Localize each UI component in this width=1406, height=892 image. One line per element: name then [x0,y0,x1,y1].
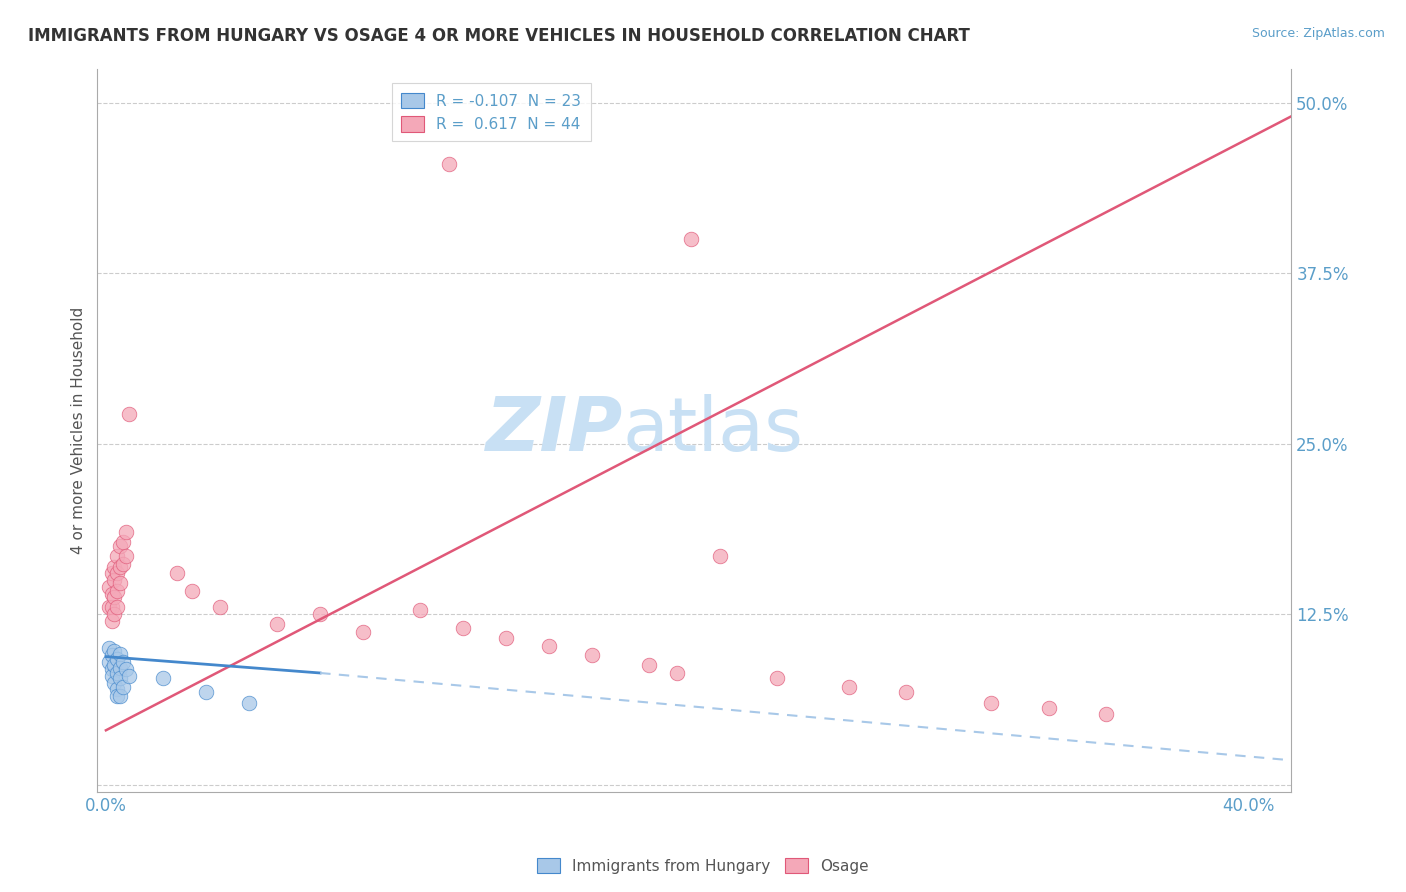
Point [103,590,125,604]
Point [105,549,128,563]
Point [681,232,703,246]
Point [105,665,128,680]
Point [108,576,131,591]
Point [100,614,122,628]
Point [105,600,128,615]
Point [97,655,120,669]
Point [108,672,131,686]
Point [115,549,138,563]
Text: Source: ZipAtlas.com: Source: ZipAtlas.com [1251,27,1385,40]
Point [108,689,131,703]
Point [100,669,122,683]
Point [112,557,135,571]
Point [581,648,603,663]
Legend: Immigrants from Hungary, Osage: Immigrants from Hungary, Osage [530,852,876,880]
Point [103,573,125,587]
Point [103,644,125,658]
Point [766,672,789,686]
Point [97,600,120,615]
Point [105,584,128,599]
Point [152,672,174,686]
Point [637,657,659,672]
Point [666,665,689,680]
Y-axis label: 4 or more Vehicles in Household: 4 or more Vehicles in Household [72,307,86,554]
Point [194,685,217,699]
Point [105,566,128,581]
Point [105,652,128,666]
Point [118,407,141,421]
Point [103,657,125,672]
Point [112,680,135,694]
Point [108,647,131,661]
Point [112,655,135,669]
Point [451,621,474,635]
Point [238,696,260,710]
Point [166,566,188,581]
Text: atlas: atlas [623,393,804,467]
Point [100,566,122,581]
Point [103,607,125,622]
Point [1094,706,1116,721]
Point [115,662,138,676]
Point [495,631,517,645]
Point [838,680,860,694]
Point [108,660,131,674]
Point [97,580,120,594]
Point [537,639,560,653]
Point [100,648,122,663]
Point [980,696,1002,710]
Point [309,607,332,622]
Point [112,535,135,549]
Point [115,525,138,540]
Point [209,600,232,615]
Point [118,669,141,683]
Point [1038,701,1060,715]
Point [437,157,460,171]
Legend: R = -0.107  N = 23, R =  0.617  N = 44: R = -0.107 N = 23, R = 0.617 N = 44 [392,83,591,141]
Point [97,641,120,656]
Point [100,587,122,601]
Point [103,559,125,574]
Point [105,682,128,697]
Point [352,625,374,640]
Point [709,549,731,563]
Point [100,662,122,676]
Point [409,603,432,617]
Point [108,559,131,574]
Point [103,675,125,690]
Point [894,685,917,699]
Text: IMMIGRANTS FROM HUNGARY VS OSAGE 4 OR MORE VEHICLES IN HOUSEHOLD CORRELATION CHA: IMMIGRANTS FROM HUNGARY VS OSAGE 4 OR MO… [28,27,970,45]
Point [100,600,122,615]
Point [105,689,128,703]
Text: ZIP: ZIP [485,393,623,467]
Point [108,539,131,553]
Point [266,616,288,631]
Point [180,584,202,599]
